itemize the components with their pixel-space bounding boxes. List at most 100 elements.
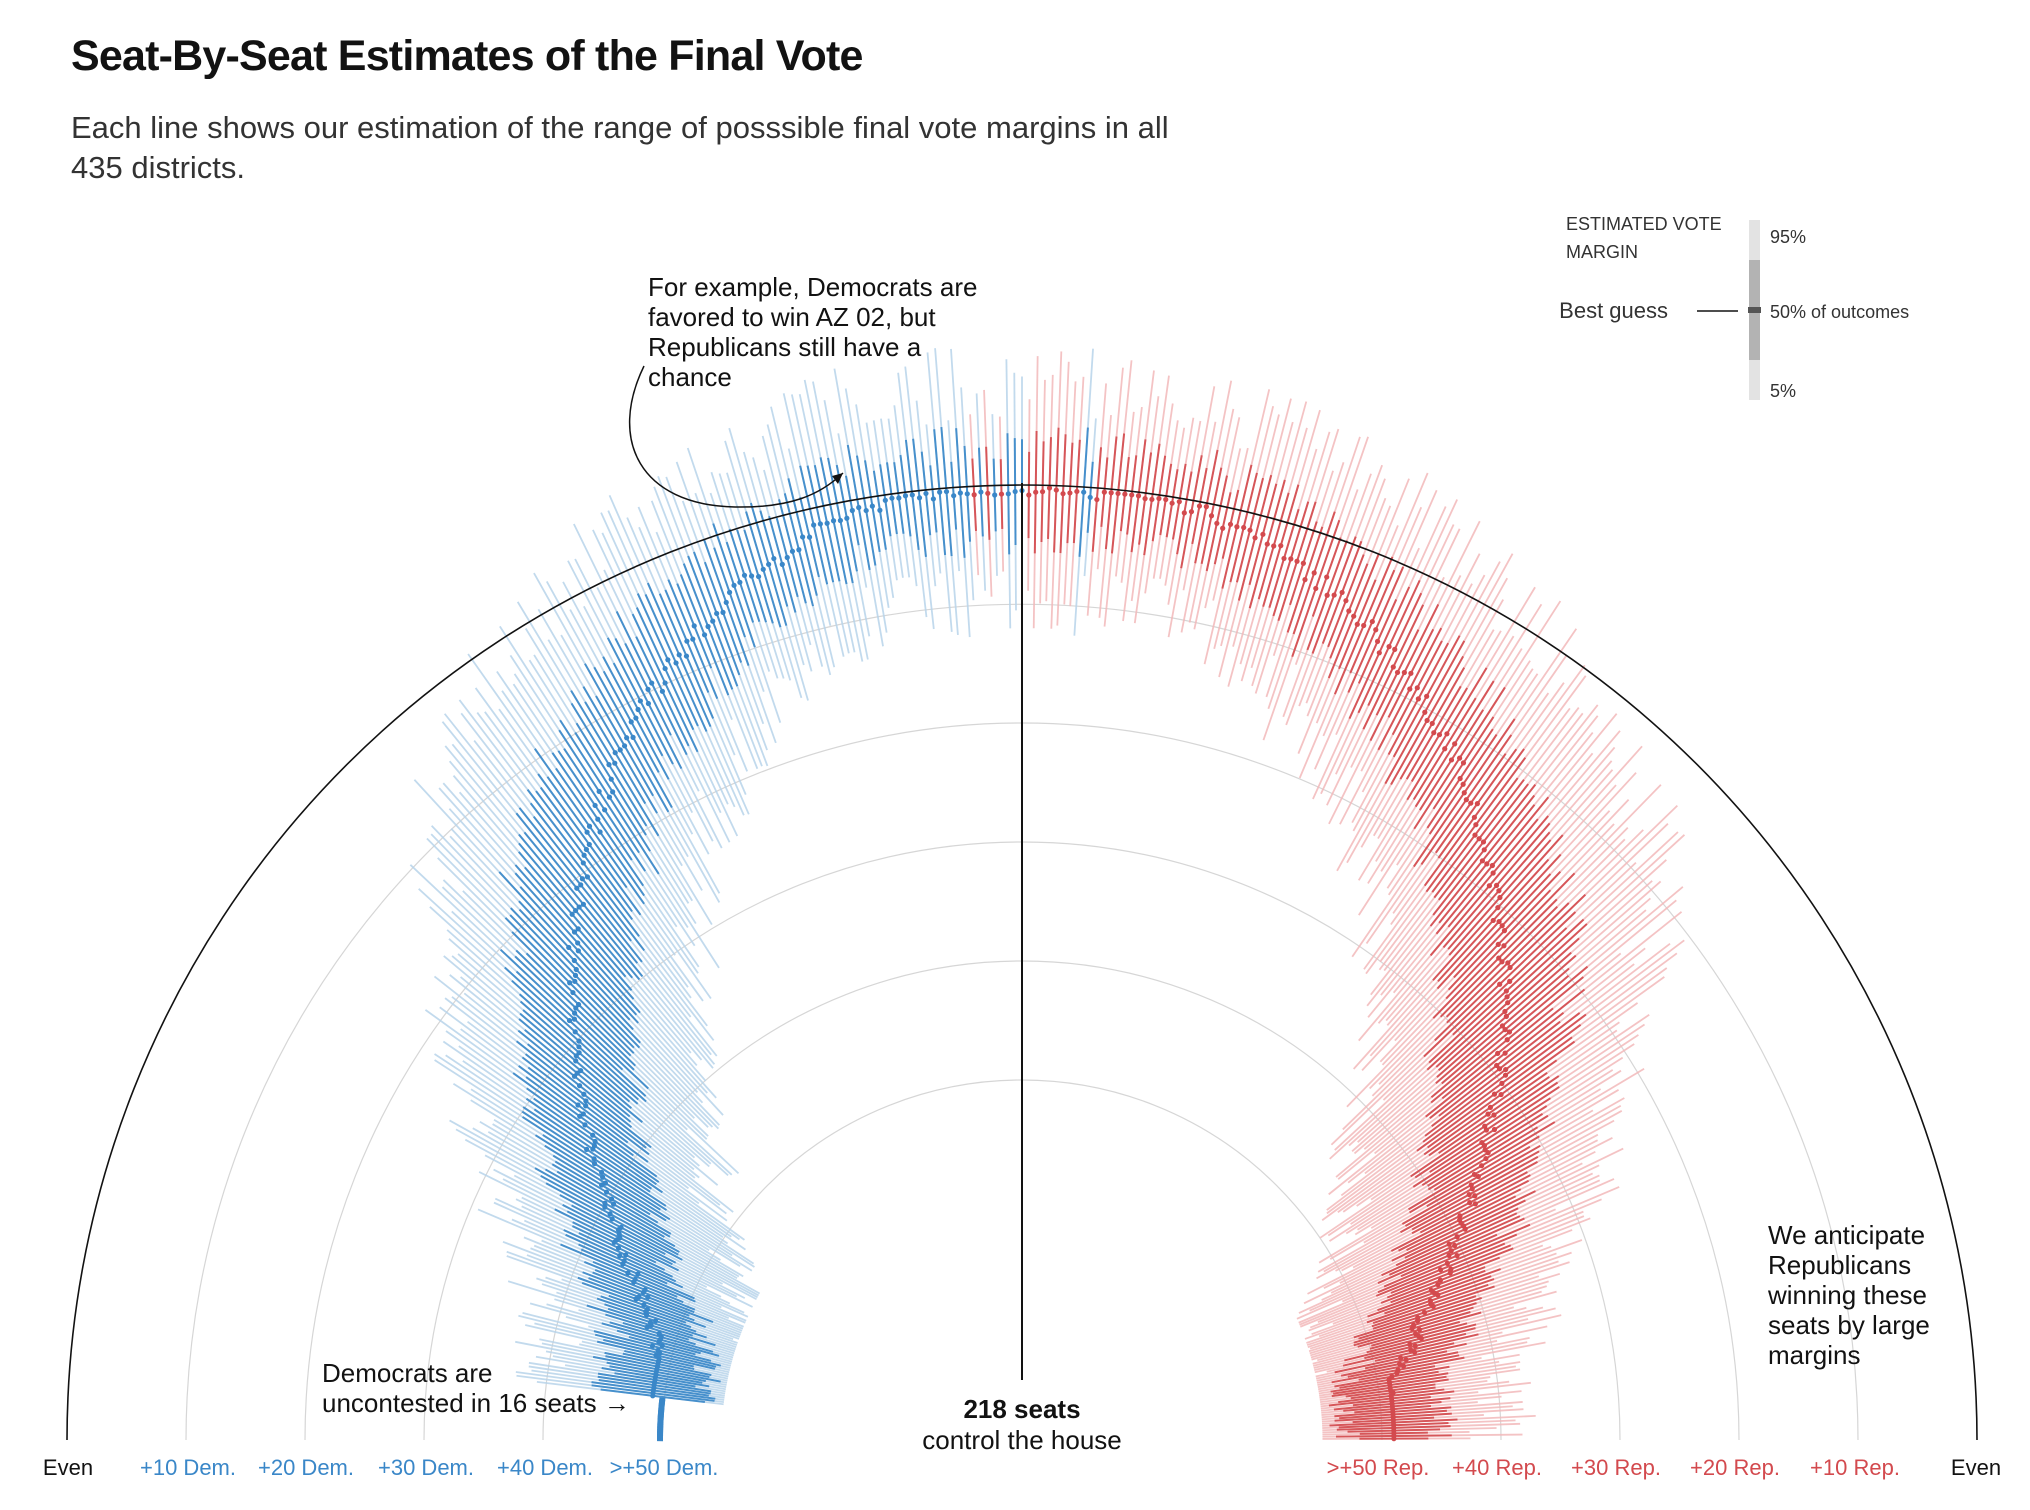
seat-best-guess: [655, 1347, 661, 1353]
seat-best-guess: [575, 1001, 582, 1008]
seat-best-guess: [1414, 685, 1420, 691]
seat-best-guess: [1415, 696, 1421, 702]
seat-best-guess: [1484, 861, 1490, 867]
seat-best-guess: [635, 1271, 641, 1277]
rep-note-line1: We anticipate: [1768, 1220, 1925, 1250]
seat-best-guess: [652, 1318, 659, 1324]
seat-best-guess: [1491, 1091, 1498, 1097]
seat-best-guess: [1408, 1347, 1414, 1353]
seat-best-guess: [615, 1245, 622, 1251]
legend: ESTIMATED VOTE MARGIN 95% 50% of outcome…: [1559, 214, 1909, 401]
seat-best-guess: [1460, 760, 1467, 766]
seat-best-guess: [1203, 504, 1209, 510]
seat-best-guess: [592, 802, 598, 809]
seat-best-guess: [621, 743, 628, 749]
dem-note-line1: Democrats are: [322, 1358, 493, 1388]
seat-best-guess: [1444, 1260, 1450, 1266]
az02-arrowhead-icon: [832, 473, 843, 484]
seat-best-guess: [1431, 730, 1437, 736]
seat-best-guess: [937, 489, 943, 495]
seat-best-guess: [576, 1044, 582, 1050]
seat-best-guess: [1392, 646, 1398, 652]
seat-best-guess: [1369, 618, 1375, 625]
seat-best-guess: [633, 715, 639, 721]
seat-best-guess: [573, 966, 579, 973]
seat-best-guess: [1496, 955, 1502, 961]
seat-best-guess: [1496, 888, 1502, 894]
seat-best-guess: [1448, 1266, 1454, 1272]
seat-best-guess: [1485, 1111, 1491, 1117]
seat-best-guess: [586, 841, 592, 848]
seat-best-guess: [1122, 491, 1128, 497]
seat-best-guess: [1483, 1155, 1489, 1162]
seat-best-guess: [1409, 1326, 1415, 1332]
seat-best-guess: [637, 698, 643, 704]
seat-best-guess: [1271, 543, 1277, 549]
seat-best-guess: [1324, 592, 1330, 598]
seat-best-guess: [583, 1098, 589, 1104]
seat-best-guess: [1490, 917, 1496, 924]
seat-best-guess: [1479, 1163, 1485, 1169]
seat-best-guess: [1448, 1248, 1454, 1254]
chart-subtitle: Each line shows our estimation of the ra…: [71, 110, 1169, 185]
seat-best-guess: [597, 829, 603, 835]
seat-best-guess: [569, 911, 575, 917]
seat-best-guess: [1247, 527, 1253, 533]
seat-best-guess: [590, 1132, 596, 1138]
seat-best-guess: [1437, 1267, 1444, 1273]
seat-best-guess: [1480, 839, 1487, 845]
seat-best-guess: [1087, 494, 1093, 500]
tick-label-rep-10: +10 Rep.: [1810, 1455, 1900, 1480]
seat-uncontested-mark: [658, 1401, 665, 1408]
best-guess-points: [566, 485, 1513, 1442]
seat-best-guess: [591, 1142, 598, 1149]
seat-best-guess: [647, 1319, 654, 1325]
seat-best-guess: [644, 1324, 650, 1330]
seat-best-guess: [1481, 847, 1487, 853]
seat-best-guess: [636, 1294, 642, 1300]
seat-best-guess: [869, 503, 875, 509]
seat-best-guess: [630, 734, 636, 740]
seat-best-guess: [1481, 1142, 1488, 1149]
seat-best-guess: [1074, 488, 1080, 495]
seat-best-guess: [591, 1160, 598, 1167]
seat-best-guess: [1448, 757, 1455, 763]
seat-best-guess: [610, 789, 616, 795]
seat-best-guess: [616, 1231, 622, 1237]
seat-best-guess: [1503, 988, 1509, 994]
seat-best-guess: [1418, 1335, 1424, 1341]
seat-best-guess: [951, 493, 957, 499]
seat-best-guess: [1067, 490, 1073, 496]
seat-best-guess: [617, 1235, 623, 1241]
seat-best-guess: [649, 680, 655, 686]
seat-best-guess: [607, 1211, 613, 1217]
seat-best-guess: [1435, 1292, 1441, 1298]
majority-sublabel: control the house: [922, 1425, 1121, 1455]
seat-best-guess: [1505, 960, 1511, 966]
seat-best-guess: [612, 750, 618, 756]
seat-best-guess: [571, 1016, 578, 1022]
seat-best-guess: [779, 561, 785, 567]
seat-best-guess: [572, 978, 578, 984]
seat-best-guess: [1394, 1370, 1400, 1376]
seat-best-guess: [1499, 923, 1505, 929]
seat-best-guess: [571, 1010, 578, 1016]
rep-note-line2: Republicans: [1768, 1250, 1911, 1280]
seat-best-guess: [600, 1174, 606, 1180]
seat-best-guess: [656, 1331, 662, 1337]
seat-best-guess: [1181, 510, 1187, 516]
seat-best-guess: [741, 572, 748, 578]
seat-best-guess: [1278, 543, 1284, 549]
seat-best-guess: [602, 807, 608, 813]
legend-50-label: 50% of outcomes: [1770, 302, 1909, 322]
seat-best-guess: [1502, 1027, 1508, 1033]
seat-best-guess: [1463, 797, 1469, 803]
seat-best-guess: [943, 488, 950, 495]
seat-best-guess: [632, 1276, 638, 1282]
seat-best-guess: [575, 940, 581, 946]
seat-best-guess: [998, 491, 1005, 497]
seat-best-guess: [1504, 1037, 1510, 1043]
seat-best-guess: [581, 1091, 587, 1097]
seat-best-guess: [645, 686, 651, 692]
